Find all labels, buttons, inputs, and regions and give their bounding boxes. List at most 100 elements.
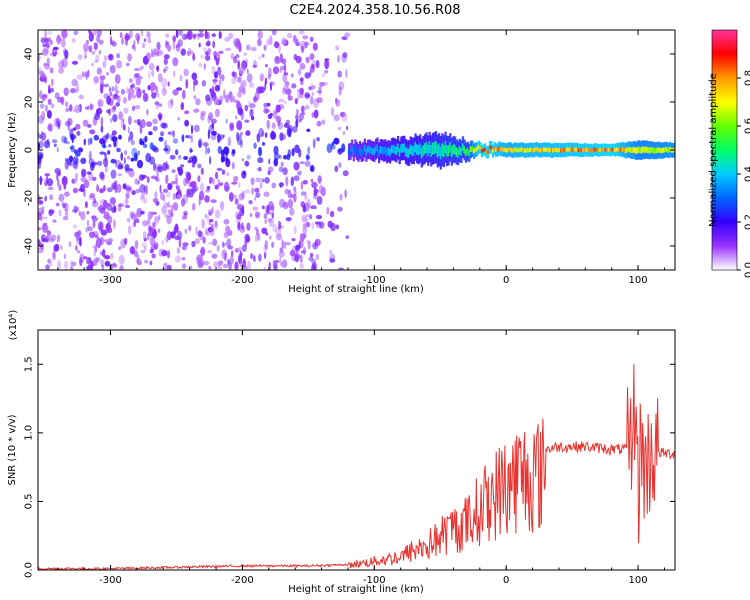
spectrogram-noise-blob	[178, 155, 182, 160]
spectrogram-noise-blob	[154, 101, 160, 106]
spectrogram-noise-blob	[272, 66, 280, 75]
spectrogram-noise-blob	[123, 157, 126, 165]
spectrogram-band-core	[588, 148, 591, 152]
spectrogram-noise-blob	[118, 148, 121, 153]
spectrogram-noise-blob	[47, 98, 52, 106]
spectrogram-noise-blob	[238, 192, 244, 201]
spectrogram-noise-blob	[333, 114, 340, 122]
spectrogram-band-core	[357, 149, 360, 156]
spectrogram-noise-blob	[203, 63, 206, 70]
spectrogram-noise-blob	[71, 133, 74, 144]
spectrogram-noise-blob	[135, 213, 139, 220]
spectrogram-noise-blob	[174, 223, 179, 233]
spectrogram-noise-blob	[299, 77, 304, 82]
spectrogram-x-tick-label: -100	[363, 275, 386, 286]
spectrogram-noise-blob	[58, 184, 62, 191]
spectrogram-noise-blob	[91, 215, 97, 219]
spectrogram-band-core	[504, 147, 507, 153]
spectrogram-noise-blob	[258, 253, 262, 262]
snr-xlabel: Height of straight line (km)	[288, 584, 424, 595]
spectrogram-noise-blob	[118, 111, 124, 121]
spectrogram-band-core	[468, 149, 471, 156]
spectrogram-noise-blob	[48, 89, 51, 94]
spectrogram-noise-blob	[100, 116, 104, 127]
spectrogram-band-core	[359, 147, 362, 154]
colorbar-tick-label: 0.6	[744, 118, 750, 134]
spectrogram-noise-blob	[264, 63, 268, 68]
spectrogram-noise-blob	[209, 156, 212, 165]
spectrogram-band-core	[454, 144, 457, 155]
spectrogram-band-core	[596, 148, 599, 152]
spectrogram-noise-blob	[287, 95, 294, 101]
spectrogram-band-core	[520, 147, 523, 152]
spectrogram-noise-blob	[204, 195, 210, 203]
spectrogram-noise-blob	[73, 108, 78, 113]
spectrogram-noise-blob	[106, 227, 113, 233]
spectrogram-band-core	[594, 147, 597, 152]
spectrogram-noise-blob	[44, 173, 51, 177]
spectrogram-band-core	[384, 146, 387, 154]
spectrogram-band-core	[545, 147, 548, 153]
spectrogram-noise-blob	[82, 256, 88, 260]
spectrogram-noise-blob	[201, 80, 207, 87]
spectrogram-noise-blob	[61, 176, 68, 186]
spectrogram-noise-blob	[246, 68, 249, 74]
spectrogram-noise-blob	[127, 225, 132, 235]
spectrogram-noise-blob	[267, 166, 274, 173]
spectrogram-noise-blob	[314, 205, 317, 210]
spectrogram-noise-blob	[198, 259, 205, 268]
spectrogram-noise-blob	[58, 209, 62, 217]
spectrogram-noise-blob	[213, 50, 218, 57]
spectrogram-band-core	[563, 147, 566, 152]
colorbar-tick-label: 0.0	[744, 262, 750, 278]
spectrogram-noise-blob	[253, 255, 256, 263]
spectrogram-noise-blob	[151, 253, 156, 259]
spectrogram-band-core	[634, 147, 637, 154]
spectrogram-noise-blob	[167, 183, 173, 191]
spectrogram-noise-blob	[127, 92, 132, 101]
spectrogram-noise-blob	[165, 174, 169, 185]
spectrogram-noise-blob	[136, 254, 140, 264]
spectrogram-noise-blob	[38, 140, 44, 149]
spectrogram-noise-blob	[52, 249, 56, 259]
spectrogram-noise-blob	[182, 89, 186, 100]
spectrogram-noise-blob	[91, 51, 96, 55]
spectrogram-noise-blob	[227, 259, 230, 265]
spectrogram-noise-blob	[111, 130, 117, 136]
spectrogram-noise-blob	[259, 181, 263, 189]
spectrogram-band-core	[474, 147, 477, 152]
spectrogram-noise-blob	[233, 194, 237, 199]
spectrogram-noise-blob	[205, 41, 211, 47]
spectrogram-noise-blob	[78, 211, 81, 217]
spectrogram-noise-blob	[234, 198, 239, 205]
spectrogram-noise-blob	[38, 177, 44, 182]
spectrogram-noise-blob	[124, 198, 129, 205]
spectrogram-noise-blob	[329, 249, 332, 254]
spectrogram-noise-blob	[338, 126, 342, 131]
spectrogram-noise-blob	[137, 180, 140, 185]
spectrogram-noise-blob	[191, 72, 198, 81]
spectrogram-noise-blob	[202, 142, 209, 147]
spectrogram-noise-blob	[231, 77, 237, 84]
spectrogram-noise-blob	[193, 95, 197, 100]
spectrogram-band-core	[636, 147, 639, 154]
spectrogram-noise-blob	[129, 246, 136, 255]
spectrogram-band-core	[493, 146, 496, 151]
spectrogram-noise-blob	[72, 127, 77, 131]
spectrogram-band-core	[503, 147, 506, 152]
spectrogram-noise-blob	[311, 91, 314, 97]
spectrogram-noise-blob	[145, 152, 152, 163]
spectrogram-noise-blob	[98, 49, 101, 55]
spectrogram-noise-blob	[217, 146, 222, 154]
spectrogram-noise-blob	[311, 222, 315, 230]
spectrogram-band-core	[632, 146, 635, 153]
spectrogram-noise-blob	[225, 156, 229, 164]
spectrogram-noise-blob	[223, 181, 230, 192]
spectrogram-noise-blob	[266, 102, 271, 107]
spectrogram-noise-blob	[134, 210, 137, 220]
spectrogram-noise-blob	[207, 48, 212, 55]
spectrogram-noise-blob	[114, 74, 121, 84]
spectrogram-noise-blob	[189, 147, 193, 154]
spectrogram-noise-blob	[151, 92, 157, 99]
spectrogram-band-core	[476, 147, 479, 152]
